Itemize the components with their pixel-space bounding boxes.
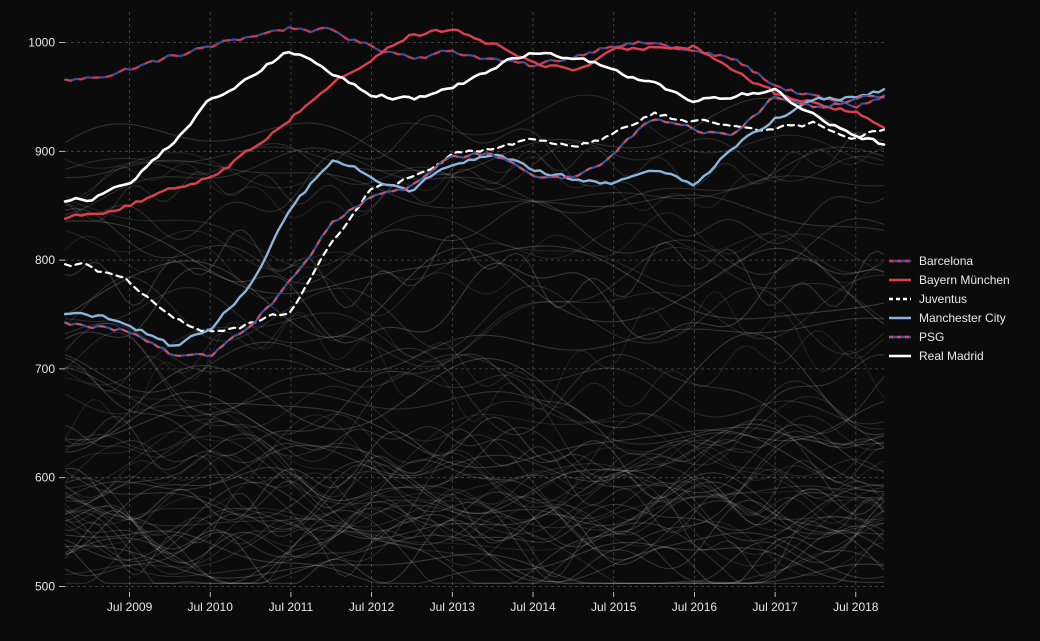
y-tick-label: 1000 [28, 36, 55, 50]
legend-item-real-madrid: Real Madrid [888, 349, 1010, 363]
series-manchester-city [63, 88, 886, 347]
x-tick-label: Jul 2016 [672, 600, 718, 614]
axis-labels: 500 600 700 800 900 1000 Jul 2009 Jul 2010 Jul 2… [28, 36, 879, 615]
x-tick-label: Jul 2011 [269, 600, 314, 614]
legend-item-juventus: Juventus [888, 292, 1010, 306]
legend-item-manchester-city: Manchester City [888, 311, 1010, 325]
series-real-madrid [63, 50, 886, 203]
x-tick-label: Jul 2017 [752, 600, 798, 614]
legend-swatch-real-madrid [889, 354, 911, 358]
y-tick-label: 800 [35, 253, 55, 267]
x-tick-label: Jul 2012 [349, 600, 395, 614]
legend-label-manchester-city: Manchester City [919, 311, 1006, 325]
legend-item-psg: PSG [888, 330, 1010, 344]
series-barcelona [63, 26, 886, 109]
legend-item-barcelona: Barcelona [888, 254, 1010, 268]
background-club-lines [64, 94, 885, 584]
legend-label-bayern-munchen: Bayern München [919, 273, 1010, 287]
legend-label-real-madrid: Real Madrid [919, 349, 984, 363]
series-psg [63, 94, 886, 358]
y-tick-label: 900 [35, 144, 55, 158]
legend-swatch-manchester-city [889, 316, 911, 320]
gridlines [65, 12, 884, 592]
legend-label-barcelona: Barcelona [919, 254, 974, 268]
legend-label-psg: PSG [919, 330, 945, 344]
x-tick-label: Jul 2014 [510, 600, 556, 614]
legend-swatch-bayern-munchen [889, 278, 911, 282]
x-tick-label: Jul 2010 [188, 600, 234, 614]
legend-label-juventus: Juventus [919, 292, 968, 306]
legend-swatch-psg [889, 335, 911, 339]
series-juventus [63, 111, 886, 333]
series-bayern-munchen [63, 28, 886, 220]
y-tick-label: 600 [35, 471, 55, 485]
x-tick-label: Jul 2009 [107, 600, 153, 614]
x-tick-label: Jul 2013 [430, 600, 476, 614]
x-tick-label: Jul 2018 [833, 600, 879, 614]
legend: Barcelona Bayern München Juventus Mancheste… [888, 254, 1010, 363]
y-tick-label: 500 [35, 580, 55, 594]
y-tick-label: 700 [35, 362, 55, 376]
legend-swatch-juventus [889, 297, 911, 301]
legend-swatch-barcelona [889, 259, 911, 263]
legend-item-bayern-munchen: Bayern München [888, 273, 1010, 287]
x-tick-label: Jul 2015 [591, 600, 637, 614]
